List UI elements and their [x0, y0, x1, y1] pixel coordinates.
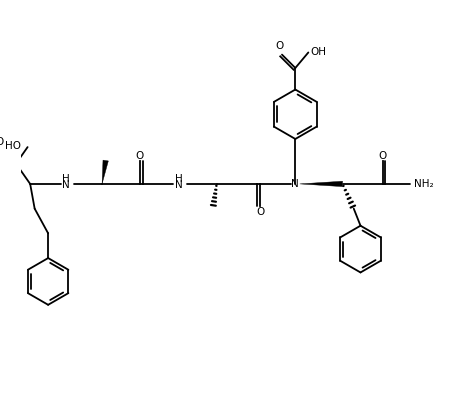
Polygon shape [102, 160, 109, 184]
Text: N: N [291, 179, 299, 189]
Text: O: O [135, 151, 143, 161]
Text: O: O [378, 151, 386, 161]
Text: NH₂: NH₂ [413, 179, 433, 189]
Text: O: O [276, 42, 284, 51]
Text: H: H [62, 174, 70, 184]
Polygon shape [300, 181, 343, 187]
Text: OH: OH [311, 46, 327, 57]
Text: O: O [0, 137, 4, 147]
Text: HO: HO [5, 141, 21, 151]
Text: H: H [175, 174, 182, 184]
Text: N: N [62, 180, 70, 190]
Text: N: N [175, 180, 182, 190]
Text: O: O [256, 207, 264, 217]
